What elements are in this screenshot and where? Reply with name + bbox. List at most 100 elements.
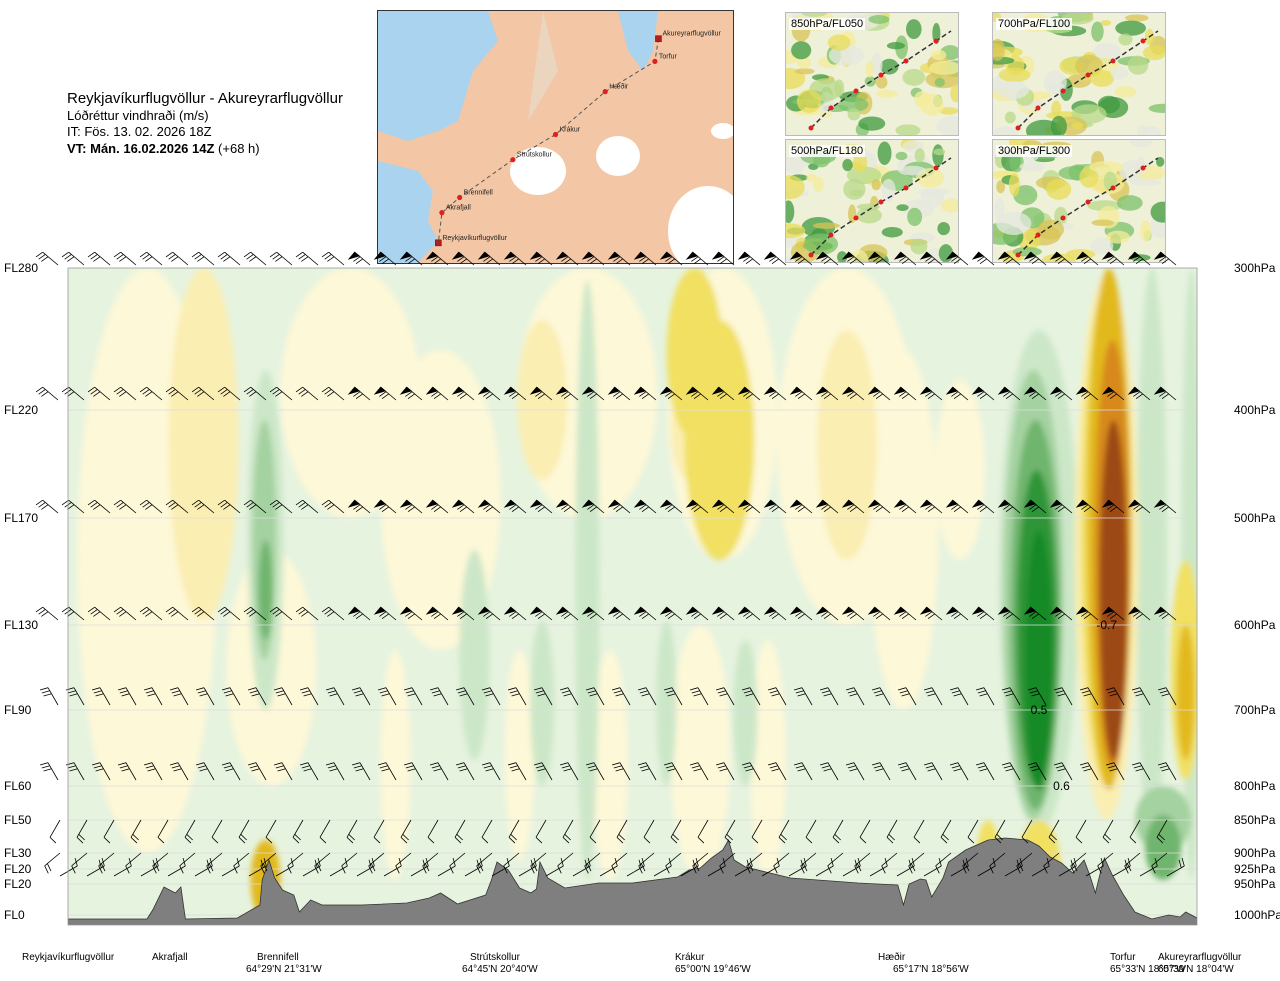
wind-barb xyxy=(403,762,423,781)
thumbnail-field xyxy=(856,207,882,224)
thumbnail-field xyxy=(993,126,1018,135)
wind-barb xyxy=(503,386,527,401)
level-label-fl: FL60 xyxy=(4,779,32,793)
map-sea xyxy=(378,161,438,263)
wind-barb xyxy=(449,852,466,874)
updraft-region xyxy=(733,640,758,786)
location-coord: 65°17'N 18°56'W xyxy=(893,964,969,975)
thumbnail-850[interactable]: 850hPa/FL050 xyxy=(785,12,959,136)
wind-barb xyxy=(39,762,59,781)
thumbnail-500[interactable]: 500hPa/FL180 xyxy=(785,139,959,263)
thumbnail-300[interactable]: 300hPa/FL300 xyxy=(992,139,1166,263)
thumbnail-field xyxy=(865,60,874,78)
wind-barb xyxy=(243,386,267,401)
wind-barb xyxy=(881,852,898,874)
wind-barb xyxy=(1075,386,1099,401)
wind-barb xyxy=(451,606,475,621)
wind-barb xyxy=(87,499,111,514)
thumbnail-field xyxy=(998,67,1031,83)
level-label-hpa: 400hPa xyxy=(1234,403,1276,417)
wind-barb xyxy=(477,499,501,514)
wind-barb xyxy=(221,857,240,877)
wind-barb xyxy=(139,251,163,266)
wind-barb xyxy=(1075,819,1087,844)
wind-barb xyxy=(763,606,787,621)
level-label-hpa: 850hPa xyxy=(1234,813,1276,827)
level-label-hpa: 600hPa xyxy=(1234,618,1276,632)
wind-barb xyxy=(61,251,85,266)
wind-barb xyxy=(1112,857,1131,877)
wind-barb xyxy=(1166,857,1185,877)
thumbnail-point xyxy=(1110,185,1116,191)
wind-barb xyxy=(585,687,605,706)
wind-barb xyxy=(321,606,345,621)
wind-barb xyxy=(557,852,574,874)
wind-barb xyxy=(71,852,88,874)
wind-barb xyxy=(773,852,790,874)
thumbnail-field xyxy=(928,60,958,75)
wind-barb xyxy=(767,687,787,706)
thumbnail-700[interactable]: 700hPa/FL100 xyxy=(992,12,1166,136)
wind-barb xyxy=(1153,606,1177,621)
thumbnail-field xyxy=(936,116,958,135)
wind-barb xyxy=(724,819,736,844)
thumbnail-field xyxy=(996,180,1006,194)
thumbnail-field xyxy=(881,226,903,238)
wind-barb xyxy=(533,762,553,781)
thumbnail-field xyxy=(937,222,950,236)
wind-barb xyxy=(719,852,736,874)
wind-barb xyxy=(845,687,865,706)
updraft-core xyxy=(258,540,273,640)
thumbnail-field xyxy=(849,249,869,262)
wind-barb xyxy=(35,606,59,621)
wind-barb xyxy=(1058,857,1077,877)
wind-barb xyxy=(685,606,709,621)
wind-barb xyxy=(1075,251,1099,266)
wind-barb xyxy=(607,606,631,621)
wind-barb xyxy=(1101,606,1125,621)
thumbnail-field xyxy=(1143,126,1161,135)
wind-barb xyxy=(351,762,371,781)
wind-barb xyxy=(347,386,371,401)
wind-barb xyxy=(529,606,553,621)
wind-barb xyxy=(737,606,761,621)
wind-barb xyxy=(788,857,807,877)
thumbnail-field xyxy=(1100,19,1112,27)
wind-barb xyxy=(1016,852,1033,874)
map-point-marker xyxy=(552,131,559,138)
thumbnail-field xyxy=(1118,33,1133,46)
wind-barb xyxy=(841,251,865,266)
route-title: Reykjavíkurflugvöllur - Akureyrarflugvöl… xyxy=(67,90,343,107)
wind-barb xyxy=(616,819,628,844)
location-name: Hæðir xyxy=(878,951,906,963)
wind-barb xyxy=(805,819,817,844)
wind-barb xyxy=(665,852,682,874)
wind-barb xyxy=(35,386,59,401)
wind-barb xyxy=(1001,687,1021,706)
wind-barb xyxy=(347,251,371,266)
wind-barb xyxy=(503,251,527,266)
wind-barb xyxy=(1153,386,1177,401)
downdraft-wave xyxy=(1176,625,1195,760)
thumbnail-field xyxy=(886,41,905,50)
wind-barb xyxy=(140,857,159,877)
wind-barb xyxy=(545,857,564,877)
wind-barb xyxy=(663,687,683,706)
thumbnail-point xyxy=(933,165,939,171)
wind-barb xyxy=(751,819,763,844)
thumbnail-point xyxy=(903,185,909,191)
wind-barb xyxy=(997,251,1021,266)
thumbnail-point xyxy=(1060,215,1066,221)
wind-barb xyxy=(611,852,628,874)
map-glacier xyxy=(711,123,733,139)
plot-frame xyxy=(67,267,1198,926)
thumbnail-field xyxy=(786,223,806,239)
map-route xyxy=(437,38,659,243)
wind-barb xyxy=(581,606,605,621)
wind-barb xyxy=(1101,251,1125,266)
wind-barb xyxy=(1075,606,1099,621)
wind-barb xyxy=(260,852,277,874)
wind-barb xyxy=(152,852,169,874)
wind-barb xyxy=(1131,687,1151,706)
map-point-marker xyxy=(510,157,516,163)
